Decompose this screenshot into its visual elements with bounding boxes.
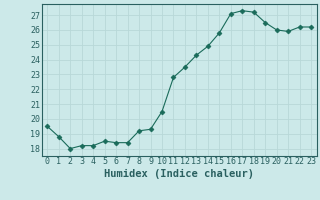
X-axis label: Humidex (Indice chaleur): Humidex (Indice chaleur) (104, 169, 254, 179)
